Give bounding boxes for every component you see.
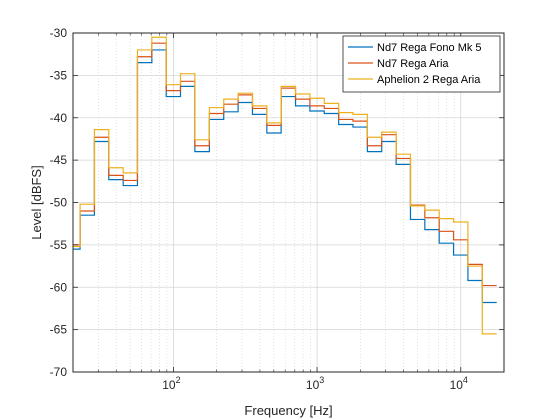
y-tick-label: -55 (50, 238, 68, 252)
minor-grid (97, 33, 455, 372)
y-tick-label: -35 (50, 68, 68, 82)
y-tick-label: -70 (50, 365, 68, 379)
series-layer (73, 36, 497, 335)
tick-labels: 102 103 104-70-65-60-55-50-45-40-35-30 (50, 26, 468, 392)
axis-ticks (73, 32, 504, 373)
y-axis-label: Level [dBFS] (29, 165, 44, 239)
legend-box (342, 35, 501, 93)
legend-entry-1: Nd7 Rega Fono Mk 5 (377, 42, 482, 54)
y-tick-label: -50 (50, 196, 68, 210)
legend-entry-3: Aphelion 2 Rega Aria (377, 74, 481, 86)
y-tick-label: -40 (50, 111, 68, 125)
legend: Nd7 Rega Fono Mk 5 Nd7 Rega Aria Aphelion … (342, 35, 501, 93)
y-tick-label: -60 (50, 280, 68, 294)
legend-entry-2: Nd7 Rega Aria (377, 58, 449, 70)
series-line-3 (73, 36, 497, 335)
y-tick-label: -30 (50, 26, 68, 40)
y-tick-label: -65 (50, 323, 68, 337)
x-axis-label: Frequency [Hz] (244, 403, 332, 418)
y-tick-label: -45 (50, 153, 68, 167)
